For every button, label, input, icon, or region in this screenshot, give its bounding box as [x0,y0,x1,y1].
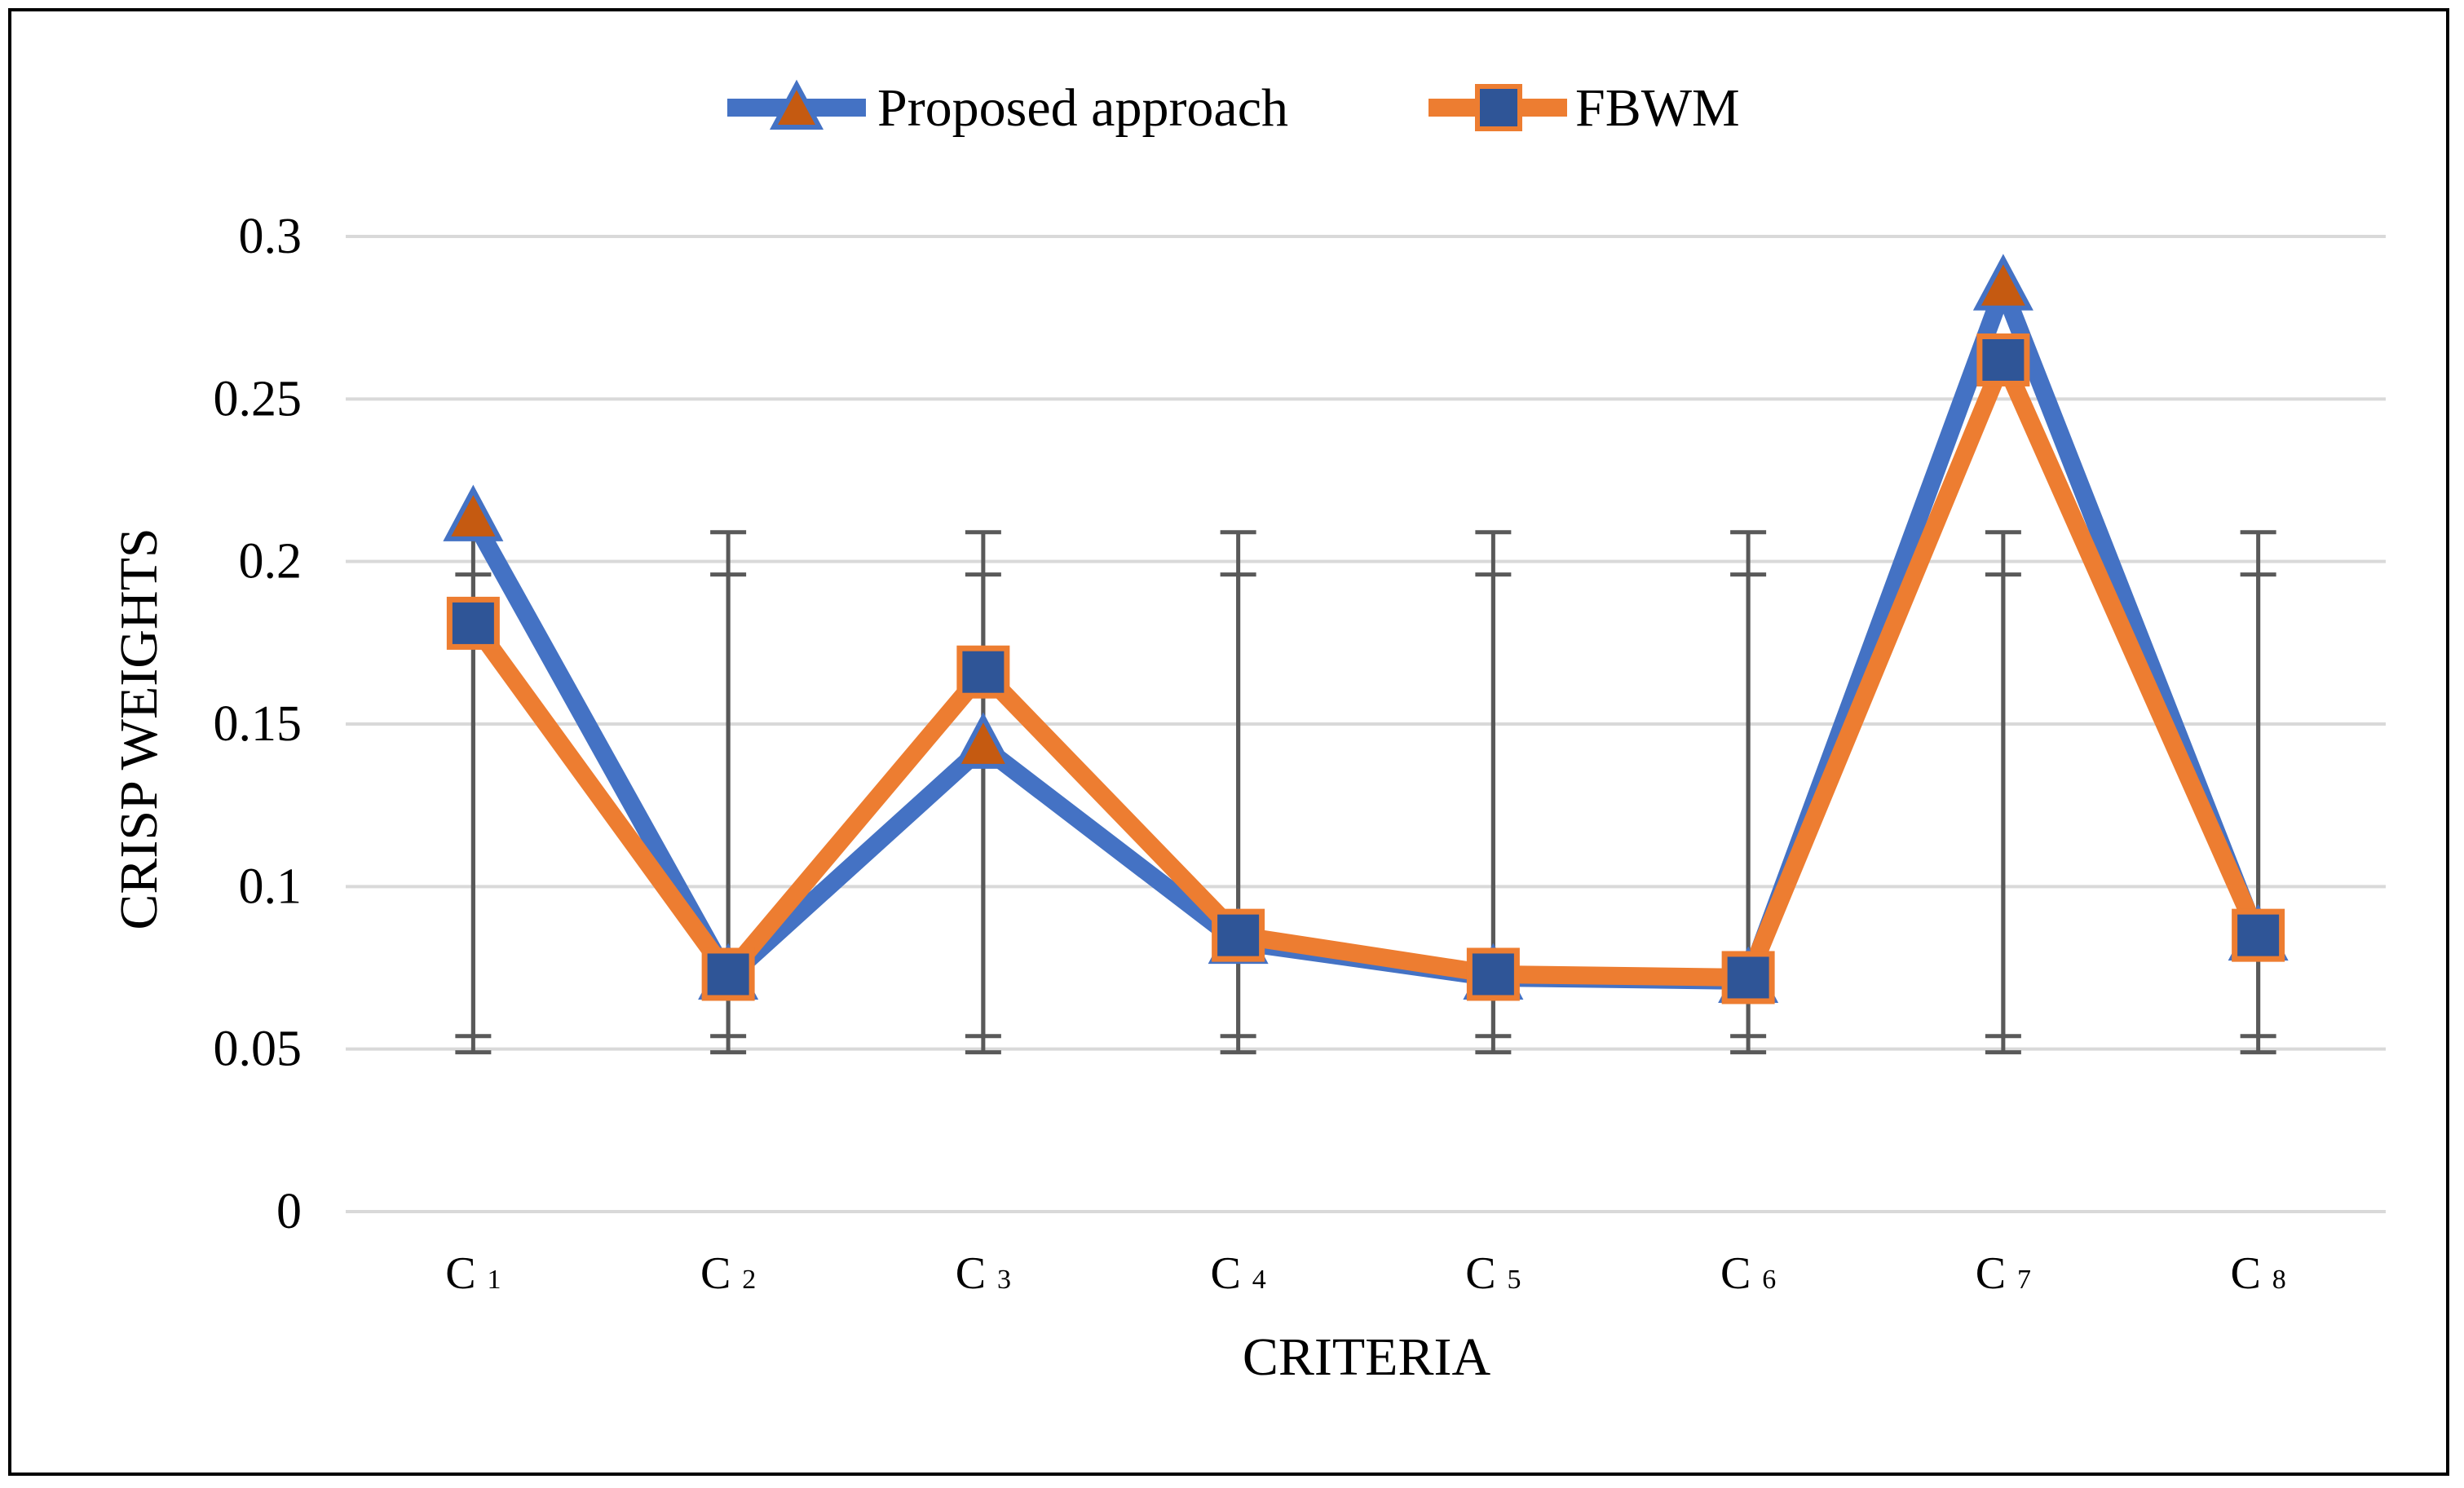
x-tick-label-1: C 1 [445,1248,501,1299]
error-bar-2-8 [2240,530,2276,1055]
marker-proposed-3 [952,712,1013,769]
chart-frame: 0 0.05 0.1 0.15 0.2 0.25 0.3 C 1 C 2 C 3 C 4 C 5 C 6… [8,8,2449,1476]
line-chart: 0 0.05 0.1 0.15 0.2 0.25 0.3 C 1 C 2 C 3 C 4 C 5 C 6… [109,78,2386,1387]
x-tick-label-5: C 5 [1465,1248,1521,1299]
legend-square-icon [1475,84,1522,131]
legend-item-fbwm: FBWM [1429,78,1740,138]
y-axis-title: CRISP WEIGHTS [109,528,169,929]
marker-fbwm-7 [1976,333,2030,386]
error-bar-2-4 [1220,530,1256,1055]
marker-fbwm-2 [701,947,755,1001]
y-tick-label-4: 0.2 [239,534,302,589]
marker-fbwm-6 [1721,951,1775,1005]
tick-labels: 0 0.05 0.1 0.15 0.2 0.25 0.3 C 1 C 2 C 3 C 4 C 5 C 6… [214,209,2286,1299]
x-tick-label-8: C 8 [2230,1248,2285,1299]
y-tick-label-3: 0.15 [214,696,302,752]
x-tick-label-3: C 3 [956,1248,1011,1299]
x-axis-title: CRITERIA [1243,1327,1491,1387]
marker-proposed-7 [1972,254,2033,311]
x-tick-label-4: C 4 [1210,1248,1265,1299]
y-tick-label-2: 0.1 [239,859,302,914]
legend-label-proposed: Proposed approach [877,78,1288,138]
marker-fbwm-5 [1466,947,1520,1001]
marker-fbwm-1 [446,596,500,650]
x-tick-label-6: C 6 [1720,1248,1776,1299]
marker-proposed-1 [443,484,504,541]
y-tick-label-0: 0 [276,1184,302,1239]
y-tick-label-6: 0.3 [239,209,302,264]
y-tick-label-1: 0.05 [214,1022,302,1077]
gridlines [346,235,2386,1051]
series-line-2 [466,351,2267,987]
legend-triangle-icon [769,79,824,130]
x-tick-label-7: C 7 [1976,1248,2031,1299]
y-tick-label-5: 0.25 [214,371,302,426]
marker-fbwm-3 [956,645,1010,699]
marker-fbwm-4 [1212,908,1265,962]
error-bar-2-7 [1985,530,2021,1055]
marker-fbwm-8 [2232,908,2285,962]
series [443,254,2289,1005]
legend-item-proposed: Proposed approach [727,78,1288,138]
error-bar-2-3 [965,530,1001,1055]
legend: Proposed approach FBWM [727,78,1740,138]
x-tick-label-2: C 2 [700,1248,756,1299]
legend-label-fbwm: FBWM [1575,78,1740,138]
